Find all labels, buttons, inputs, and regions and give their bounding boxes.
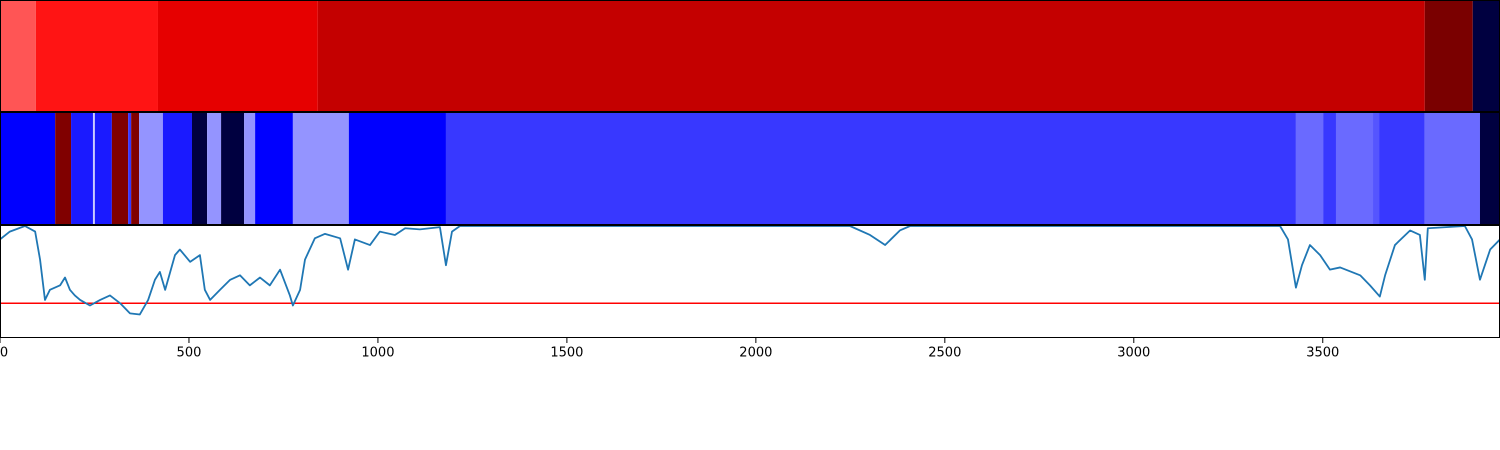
x-tick-label: 2500: [928, 346, 961, 361]
segment: [1295, 113, 1324, 225]
segment: [162, 113, 192, 225]
panel-frame: [0, 225, 1500, 338]
segment: [207, 113, 222, 225]
x-tick-label: 500: [177, 346, 202, 361]
segment: [1424, 1, 1473, 112]
segment: [445, 113, 1296, 225]
x-tick-label: 0: [0, 346, 8, 361]
segment: [131, 113, 140, 225]
data-line: [0, 225, 1500, 316]
segment: [317, 1, 1425, 112]
segment: [1479, 113, 1500, 225]
segment: [348, 113, 446, 225]
segment: [157, 1, 318, 112]
segment: [128, 113, 132, 225]
segment: [92, 113, 95, 225]
segment: [94, 113, 112, 225]
segment: [1335, 113, 1374, 225]
segment: [191, 113, 208, 225]
segment: [255, 113, 293, 225]
segment: [0, 1, 36, 112]
segment: [1379, 113, 1425, 225]
segment: [111, 113, 129, 225]
x-tick-label: 3000: [1117, 346, 1150, 361]
segment: [244, 113, 256, 225]
segment: [292, 113, 349, 225]
segment: [1472, 1, 1500, 112]
segment: [0, 113, 56, 225]
x-tick-label: 1000: [361, 346, 394, 361]
segment: [1424, 113, 1480, 225]
x-tick-label: 1500: [550, 346, 583, 361]
segment: [139, 113, 163, 225]
segment: [1373, 113, 1380, 225]
segment: [35, 1, 158, 112]
segment: [71, 113, 93, 225]
x-tick-label: 2000: [739, 346, 772, 361]
segment: [221, 113, 245, 225]
segment: [1323, 113, 1336, 225]
x-tick-label: 3500: [1306, 346, 1339, 361]
segment: [55, 113, 72, 225]
